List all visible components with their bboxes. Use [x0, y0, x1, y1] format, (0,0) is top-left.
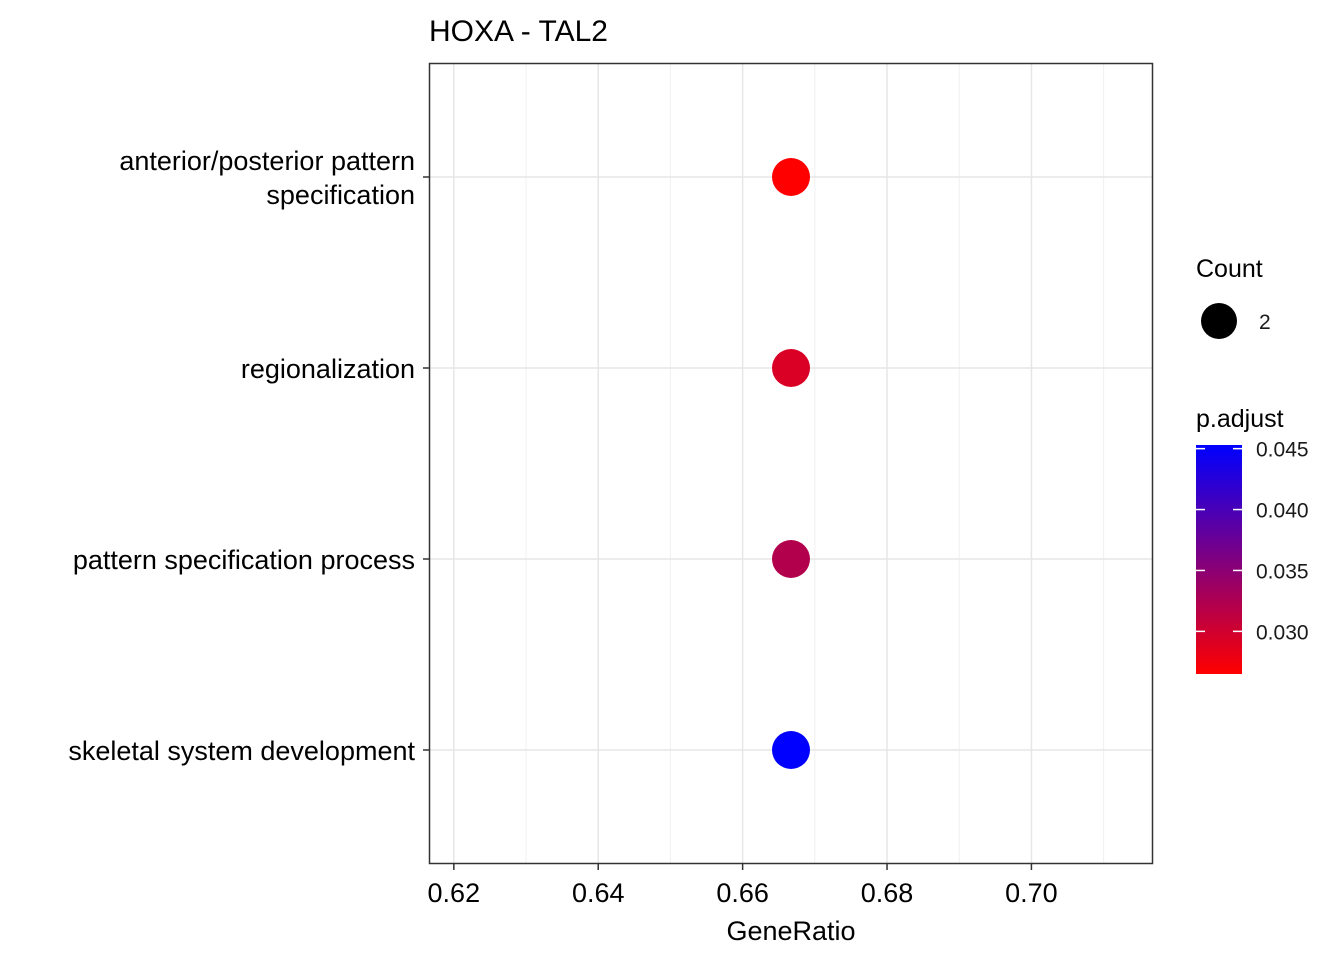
- x-axis-title: GeneRatio: [726, 916, 855, 946]
- color-legend-ticks: 0.030 0.035 0.040 0.045: [1196, 439, 1309, 644]
- y-tick-label: skeletal system development: [68, 736, 415, 766]
- plot-panel-border: [428, 62, 1154, 865]
- color-legend-title: p.adjust: [1196, 405, 1284, 433]
- x-axis: 0.62 0.64 0.66 0.68 0.70: [428, 863, 1058, 908]
- x-tick-label: 0.66: [716, 878, 769, 908]
- point: [772, 158, 810, 196]
- colorbar-tick-label: 0.045: [1256, 439, 1309, 462]
- point: [772, 349, 810, 387]
- point: [772, 540, 810, 578]
- colorbar-tick-label: 0.030: [1256, 621, 1309, 644]
- x-tick-label: 0.62: [428, 878, 481, 908]
- colorbar-tick-label: 0.035: [1256, 560, 1309, 583]
- y-tick-label: anterior/posterior pattern: [119, 146, 415, 176]
- size-legend: Count 2: [1196, 255, 1271, 339]
- x-tick-label: 0.68: [861, 878, 914, 908]
- y-tick-label: specification: [266, 180, 415, 210]
- y-tick-label: regionalization: [241, 354, 415, 384]
- size-legend-title: Count: [1196, 255, 1263, 283]
- y-axis: anterior/posterior pattern specification r…: [68, 146, 430, 766]
- size-legend-label: 2: [1259, 311, 1271, 334]
- x-tick-label: 0.64: [572, 878, 625, 908]
- color-legend-bar: [1196, 445, 1242, 674]
- y-tick-label: pattern specification process: [73, 545, 415, 575]
- size-legend-key: [1201, 303, 1237, 339]
- point: [772, 731, 810, 769]
- colorbar-tick-label: 0.040: [1256, 500, 1309, 523]
- color-legend: p.adjust 0.030 0.035 0.040 0.045: [1196, 405, 1309, 674]
- chart-title: HOXA - TAL2: [429, 15, 608, 48]
- x-tick-label: 0.70: [1005, 878, 1058, 908]
- points: [772, 158, 810, 769]
